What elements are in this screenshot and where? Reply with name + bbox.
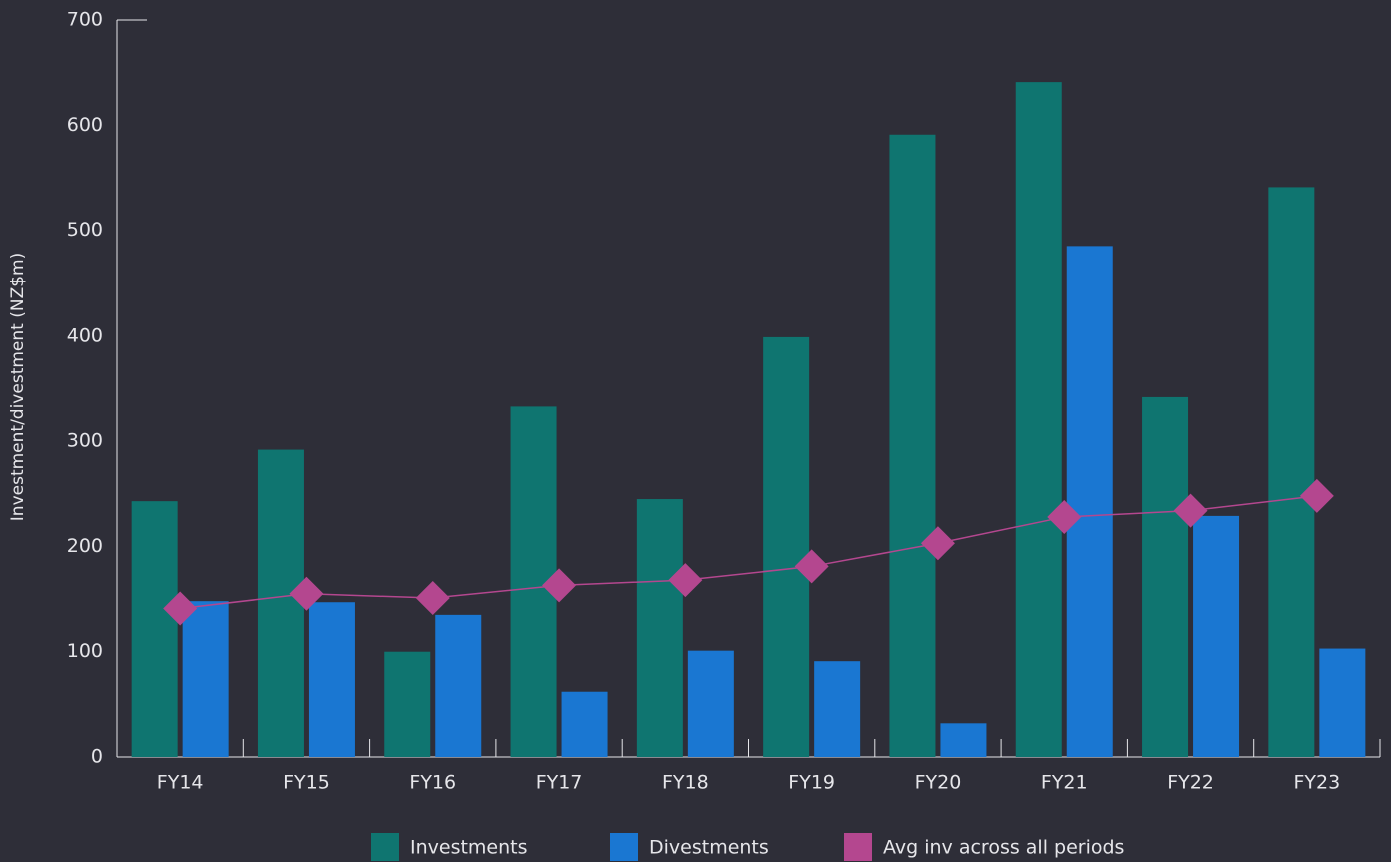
bar [687, 650, 734, 757]
avg-marker [1173, 493, 1208, 528]
legend-label: Divestments [649, 837, 769, 859]
bar [889, 134, 936, 758]
x-tick-label: FY14 [157, 772, 204, 794]
legend-swatch [371, 833, 399, 861]
legend-label: Avg inv across all periods [883, 837, 1124, 859]
bar [1015, 82, 1062, 757]
avg-marker [668, 563, 703, 598]
avg-marker [163, 591, 198, 626]
bar [1193, 515, 1240, 757]
y-tick-label: 400 [67, 324, 103, 346]
legend-label: Investments [410, 837, 528, 859]
bar [131, 501, 178, 757]
avg-marker [794, 549, 829, 584]
bar [1268, 187, 1315, 757]
bar [763, 336, 810, 757]
y-tick-label: 200 [67, 535, 103, 557]
x-tick-label: FY18 [662, 772, 709, 794]
avg-marker [1047, 499, 1082, 534]
bar [257, 449, 304, 757]
y-axis-label: Investment/divestment (NZ$m) [8, 253, 28, 521]
y-tick-label: 300 [67, 430, 103, 452]
bar [1319, 648, 1366, 757]
x-tick-label: FY15 [283, 772, 330, 794]
x-tick-label: FY20 [915, 772, 962, 794]
y-tick-label: 0 [91, 746, 103, 768]
y-tick-label: 600 [67, 114, 103, 136]
bar [814, 661, 861, 757]
bar [636, 499, 683, 757]
bar [308, 602, 355, 757]
avg-marker [415, 581, 450, 616]
bar [561, 691, 608, 757]
x-tick-label: FY17 [536, 772, 583, 794]
bar [182, 601, 229, 757]
bar [384, 651, 431, 757]
y-tick-label: 100 [67, 640, 103, 662]
avg-marker [920, 526, 955, 561]
bar [1066, 246, 1113, 757]
x-tick-label: FY19 [788, 772, 835, 794]
x-tick-label: FY22 [1167, 772, 1214, 794]
bar [940, 723, 987, 757]
avg-marker [542, 568, 577, 603]
x-tick-label: FY23 [1293, 772, 1340, 794]
avg-line [180, 495, 1317, 610]
avg-marker [1299, 478, 1334, 513]
legend-swatch [844, 833, 872, 861]
x-tick-label: FY16 [409, 772, 456, 794]
y-tick-label: 500 [67, 219, 103, 241]
legend-swatch [610, 833, 638, 861]
y-tick-label: 700 [67, 9, 103, 31]
bar [435, 614, 482, 757]
x-tick-label: FY21 [1041, 772, 1088, 794]
bar [1142, 396, 1189, 757]
avg-marker [289, 576, 324, 611]
